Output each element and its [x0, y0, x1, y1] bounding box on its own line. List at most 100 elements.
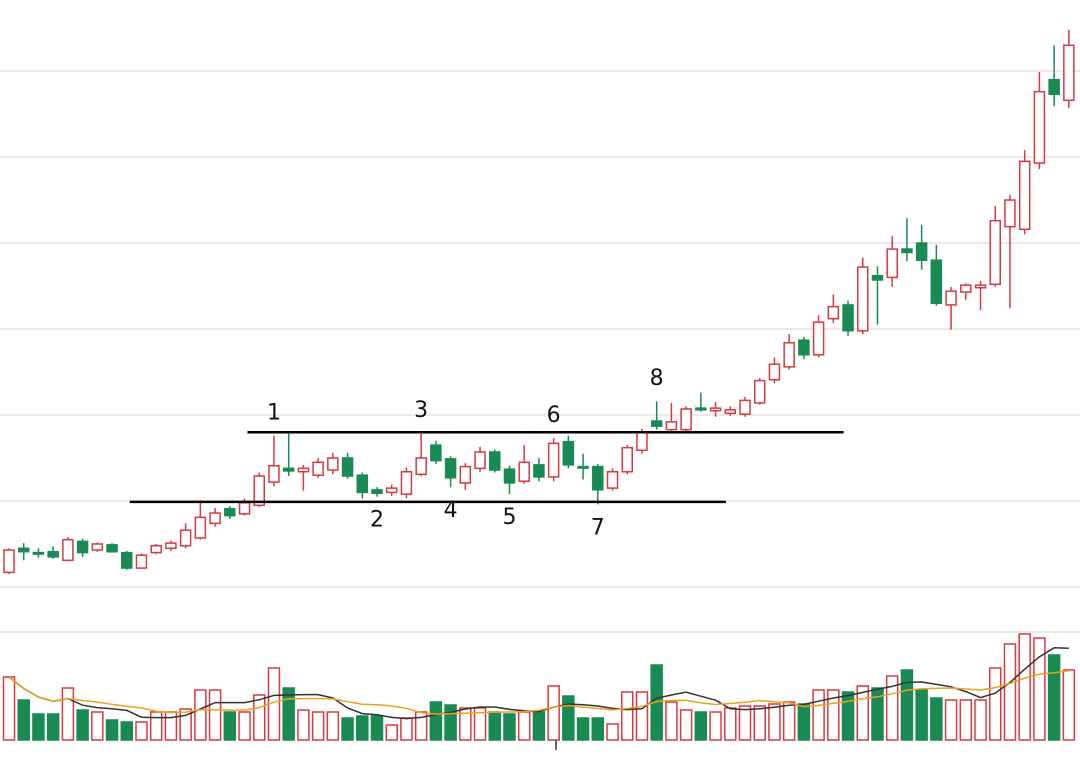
candle-body — [533, 464, 545, 478]
candle-body — [76, 540, 89, 554]
volume-bar — [194, 689, 207, 741]
candle-body — [489, 451, 501, 471]
candle-body — [871, 274, 884, 281]
volume-bar — [488, 711, 502, 741]
volume-bar — [444, 704, 457, 741]
candle-body — [209, 512, 221, 525]
volume-bar — [930, 697, 943, 741]
candle-body — [636, 431, 648, 452]
volume-bar — [356, 715, 369, 741]
volume-bar — [591, 717, 605, 741]
candle-body — [165, 542, 177, 550]
volume-bar — [1033, 637, 1046, 741]
candle-body — [680, 408, 692, 431]
volume-bar — [1018, 633, 1031, 741]
volume-bar — [576, 717, 590, 741]
candle-body — [739, 399, 751, 415]
volume-bar — [782, 701, 796, 741]
volume-bar — [297, 709, 310, 741]
candle-body — [312, 461, 324, 476]
candle-body — [783, 342, 795, 368]
volume-bar — [635, 691, 649, 741]
volume-bar — [385, 724, 398, 741]
candle-body — [901, 248, 913, 254]
volume-bar — [208, 689, 222, 741]
volume-bar — [885, 675, 899, 741]
candle-body — [503, 468, 516, 484]
candle-body — [3, 549, 15, 574]
volume-bar — [1062, 669, 1076, 741]
annotation-label: 2 — [370, 508, 384, 533]
volume-bar — [238, 711, 251, 741]
candle-body — [724, 409, 737, 415]
candle-body — [886, 248, 898, 279]
volume-bar — [1003, 643, 1017, 741]
candle-body — [32, 551, 45, 555]
candle-body — [1063, 44, 1075, 102]
volume-bar — [679, 709, 693, 741]
candle-body — [91, 543, 104, 551]
candle-body — [695, 407, 707, 411]
volume-bar — [179, 708, 192, 741]
candle-body — [1048, 78, 1060, 95]
annotation-label: 5 — [502, 505, 516, 530]
candle-body — [385, 487, 398, 494]
candle-body — [135, 554, 148, 569]
annotation-label: 8 — [650, 366, 664, 391]
candle-body — [1018, 160, 1031, 231]
candle-body — [297, 467, 310, 473]
candle-body — [518, 461, 530, 482]
volume-bar — [2, 676, 16, 741]
candle-body — [547, 442, 560, 478]
volume-bar — [370, 715, 384, 741]
volume-bar — [738, 705, 752, 741]
candle-body — [665, 421, 678, 431]
volume-bar — [135, 721, 148, 741]
candle-body — [798, 339, 810, 356]
candle-body — [415, 457, 427, 476]
candle-body — [356, 474, 369, 494]
candle-body — [474, 451, 486, 470]
annotation-label: 4 — [444, 498, 458, 523]
volume-bar — [17, 699, 30, 741]
volume-bar — [812, 689, 825, 741]
volume-bar — [797, 703, 811, 741]
volume-bar — [149, 711, 163, 741]
volume-bar — [606, 723, 619, 741]
volume-bar — [429, 701, 443, 741]
volume-bar — [959, 699, 973, 741]
volume-bar — [988, 667, 1002, 741]
candle-body — [857, 266, 869, 332]
volume-bar — [768, 703, 781, 741]
candle-body — [577, 465, 589, 469]
volume-bar — [856, 685, 870, 741]
volume-bar — [532, 711, 546, 741]
annotation-label: 1 — [267, 401, 281, 426]
volume-bar — [827, 689, 840, 741]
volume-bar — [46, 713, 60, 741]
candle-body — [1004, 199, 1016, 228]
candle-body — [224, 507, 236, 517]
candle-body — [606, 471, 619, 489]
volume-bar — [61, 687, 75, 741]
candle-body — [562, 440, 575, 466]
volume-bar — [503, 713, 516, 741]
candle-body — [753, 379, 766, 404]
annotation-label: 6 — [547, 403, 561, 428]
candle-body — [444, 458, 457, 479]
candle-body — [459, 465, 472, 484]
volume-bar — [105, 719, 119, 741]
candle-body — [1033, 90, 1046, 164]
candle-body — [989, 219, 1001, 286]
volume-bar — [547, 685, 560, 741]
volume-bar — [665, 701, 678, 741]
volume-bar — [32, 713, 45, 741]
candle-body — [238, 501, 251, 515]
volume-ma-line — [8, 647, 1069, 720]
candle-body — [827, 305, 840, 320]
volume-bar — [517, 711, 531, 741]
candle-body — [430, 444, 442, 462]
volume-bar — [282, 687, 295, 741]
